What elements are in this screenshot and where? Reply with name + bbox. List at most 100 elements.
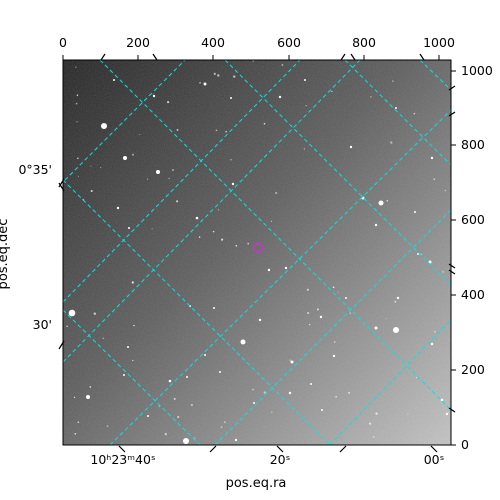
star-icon <box>375 412 378 415</box>
star-icon <box>133 324 135 327</box>
ra-axis-labels: 10ʰ23ᵐ40ˢ 20ˢ 00ˢ <box>90 452 444 467</box>
right-tick-label: 600 <box>461 212 485 227</box>
star-icon <box>151 228 153 230</box>
grid-line <box>99 60 451 411</box>
star-icon <box>267 268 271 272</box>
dec-tick <box>58 178 65 188</box>
star-icon <box>213 72 216 75</box>
star-icon <box>348 392 350 394</box>
star-icon <box>258 318 262 322</box>
star-icon <box>396 296 400 300</box>
star-icon <box>183 438 189 444</box>
grid-line <box>344 60 451 166</box>
star-icon <box>75 102 78 105</box>
star-icon <box>278 95 282 99</box>
star-icon <box>68 309 76 317</box>
star-icon <box>213 307 215 309</box>
star-icon <box>390 141 393 144</box>
star-icon <box>430 156 434 160</box>
star-icon <box>433 178 436 181</box>
star-icon <box>392 80 394 82</box>
star-icon <box>168 379 172 383</box>
star-icon <box>263 122 266 125</box>
star-icon <box>131 153 135 156</box>
star-icon <box>93 312 96 315</box>
dec-tick <box>58 182 65 192</box>
top-tick-label: 400 <box>201 35 225 50</box>
star-icon <box>139 134 141 136</box>
grid-line <box>419 60 451 91</box>
star-icon <box>203 82 207 86</box>
star-icon <box>321 409 323 411</box>
plot-frame <box>62 59 452 446</box>
star-icon <box>331 90 333 93</box>
star-icon <box>271 411 273 413</box>
star-icon <box>152 94 156 98</box>
star-icon <box>442 271 444 273</box>
star-icon <box>123 156 127 160</box>
star-icon <box>231 182 235 186</box>
ra-tick <box>430 445 438 453</box>
y-axis-title: pos.eq.dec <box>0 219 11 290</box>
world-tick <box>340 53 346 61</box>
world-axis-ticks <box>58 53 456 453</box>
star-icon <box>281 64 284 66</box>
ra-tick <box>118 445 126 453</box>
star-icon <box>230 97 232 99</box>
star-icon <box>394 300 397 303</box>
right-tick-label: 400 <box>461 287 485 302</box>
star-icon <box>444 189 446 192</box>
star-icon <box>212 230 215 233</box>
right-axis-labels: 0 200 400 600 800 1000 <box>461 63 493 452</box>
star-icon <box>417 253 419 255</box>
star-icon <box>309 323 311 326</box>
dec-tick-label: 0°35' <box>18 162 52 177</box>
star-icon <box>369 95 372 98</box>
star-icon <box>116 206 120 210</box>
star-icon <box>319 315 323 319</box>
world-tick <box>350 53 356 61</box>
star-icon <box>252 60 255 62</box>
star-icon <box>106 425 109 427</box>
star-icon <box>385 318 387 320</box>
ra-tick-label: 10ʰ23ᵐ40ˢ <box>90 452 155 467</box>
ra-tick-label: 20ˢ <box>270 452 291 467</box>
star-icon <box>217 74 220 77</box>
star-icon <box>199 81 201 84</box>
star-icon <box>316 308 319 311</box>
star-icon <box>393 327 399 333</box>
star-icon <box>386 199 389 202</box>
star-icon <box>190 403 193 407</box>
star-icon <box>374 326 378 330</box>
star-icon <box>378 200 384 206</box>
star-icon <box>306 311 310 315</box>
star-icon <box>127 346 129 348</box>
star-icon <box>76 121 78 123</box>
star-icon <box>77 175 79 178</box>
pixel-axis-ticks <box>62 55 456 446</box>
right-tick-label: 1000 <box>461 63 493 78</box>
star-icon <box>235 244 238 247</box>
star-icon <box>76 94 79 96</box>
world-tick <box>419 53 425 61</box>
star-icon <box>204 354 206 356</box>
star-icon <box>306 288 309 291</box>
star-icon <box>349 145 353 149</box>
star-icon <box>100 166 102 169</box>
star-icon <box>333 341 336 343</box>
star-icon <box>247 242 250 245</box>
star-icon <box>225 130 228 133</box>
target-marker-icon <box>252 242 264 254</box>
star-field <box>66 60 449 444</box>
star-icon <box>194 437 196 439</box>
top-tick-label: 1000 <box>423 35 455 50</box>
star-icon <box>310 383 312 385</box>
top-tick-label: 800 <box>352 35 376 50</box>
star-icon <box>303 148 305 150</box>
star-icon <box>123 374 125 376</box>
world-tick <box>448 269 456 275</box>
star-icon <box>164 432 167 436</box>
star-icon <box>147 178 149 180</box>
star-icon <box>230 159 232 161</box>
